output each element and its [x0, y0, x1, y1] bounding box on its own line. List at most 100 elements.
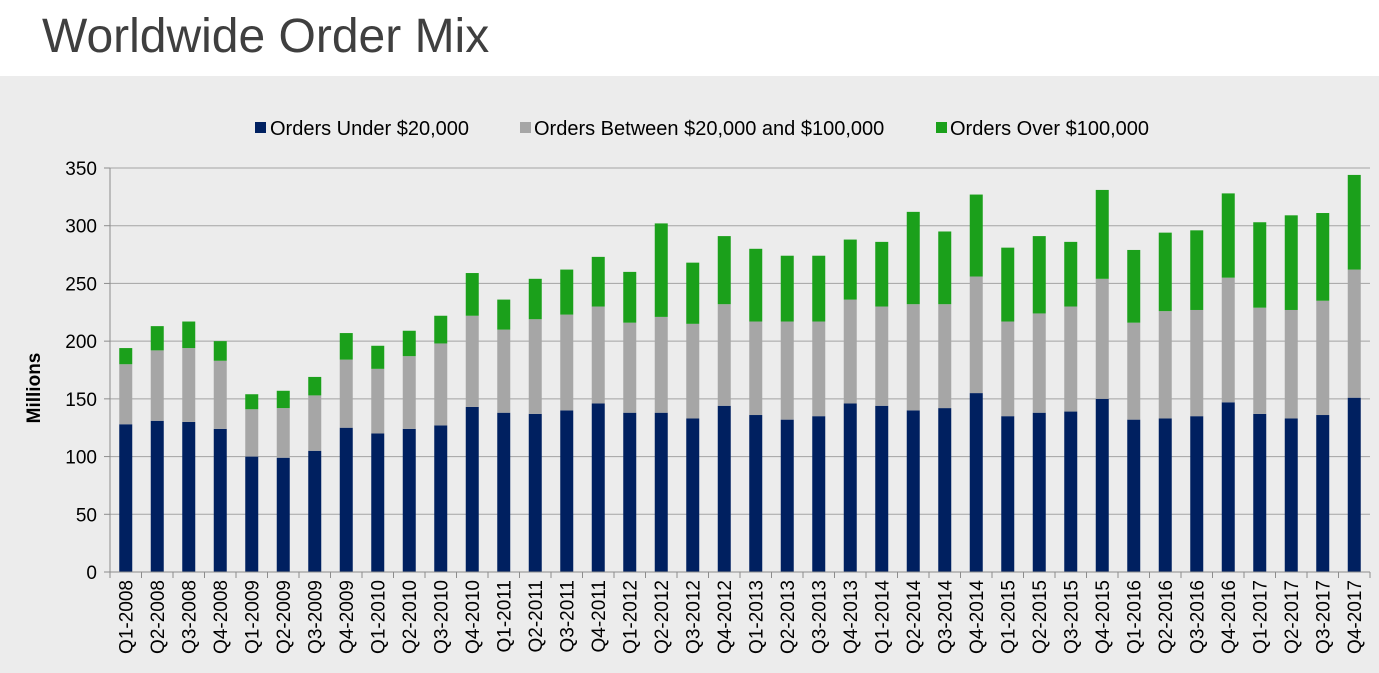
bar-stack-q2-2012: [654, 223, 668, 572]
bar-orders-under-20-000-q4-2013: [843, 403, 857, 572]
y-tick-label-350: 350: [65, 159, 97, 180]
bar-stack-q4-2012: [717, 236, 731, 572]
bar-orders-over-100-000-q4-2014: [969, 194, 983, 277]
bar-orders-under-20-000-q3-2016: [1190, 416, 1204, 572]
bar-orders-under-20-000-q4-2009: [339, 427, 353, 572]
bar-stack-q2-2009: [276, 390, 290, 572]
x-tick-label-q1-2015: Q1-2015: [998, 580, 1019, 654]
y-tick-label-0: 0: [86, 563, 97, 584]
bar-orders-between-20-000-and-100-000-q2-2011: [528, 319, 542, 414]
x-tick-label-q1-2008: Q1-2008: [116, 580, 137, 654]
x-tick-label-q3-2016: Q3-2016: [1187, 580, 1208, 654]
bar-orders-over-100-000-q3-2013: [812, 255, 826, 322]
legend-label-orders-under-20000: Orders Under $20,000: [270, 118, 469, 140]
bar-orders-over-100-000-q2-2012: [654, 223, 668, 317]
bars: [119, 174, 1361, 572]
bar-orders-over-100-000-q1-2013: [749, 248, 763, 322]
x-tick-label-q4-2008: Q4-2008: [211, 580, 232, 654]
bar-stack-q3-2015: [1064, 241, 1078, 572]
y-tick-label-150: 150: [65, 390, 97, 411]
bar-orders-over-100-000-q4-2016: [1221, 193, 1235, 278]
bar-orders-between-20-000-and-100-000-q2-2017: [1284, 309, 1298, 419]
bar-orders-between-20-000-and-100-000-q3-2014: [938, 304, 952, 409]
bar-orders-under-20-000-q1-2017: [1253, 413, 1267, 572]
x-tick-label-q4-2012: Q4-2012: [715, 580, 736, 654]
legend-swatch-orders-under-20000: [255, 122, 266, 133]
bar-orders-under-20-000-q2-2013: [780, 419, 794, 572]
legend-swatch-orders-over-100000: [936, 122, 947, 133]
bar-orders-between-20-000-and-100-000-q2-2009: [276, 408, 290, 458]
x-tick-label-q2-2013: Q2-2013: [778, 580, 799, 654]
x-tick-label-q3-2010: Q3-2010: [431, 580, 452, 654]
bar-orders-between-20-000-and-100-000-q4-2009: [339, 359, 353, 428]
bar-orders-between-20-000-and-100-000-q3-2012: [686, 323, 700, 419]
bar-stack-q1-2016: [1127, 249, 1141, 572]
bar-orders-between-20-000-and-100-000-q4-2010: [465, 315, 479, 407]
x-tick-label-q4-2009: Q4-2009: [337, 580, 358, 654]
bar-stack-q3-2008: [182, 321, 196, 572]
x-tick-label-q1-2011: Q1-2011: [494, 580, 515, 653]
x-axis-ticks: Q1-2008 Q2-2008 Q3-2008 Q4-2008 Q1-2009 Q2-20…: [109, 572, 1371, 654]
bar-orders-between-20-000-and-100-000-q2-2015: [1032, 313, 1046, 413]
legend-item-orders-under-20000: Orders Under $20,000: [255, 118, 469, 140]
bar-stack-q4-2014: [969, 194, 983, 572]
bar-orders-over-100-000-q1-2010: [371, 345, 385, 369]
bar-orders-under-20-000-q1-2016: [1127, 419, 1141, 572]
bar-stack-q3-2009: [308, 376, 322, 572]
bar-stack-q2-2014: [906, 211, 920, 572]
bar-stack-q3-2017: [1316, 213, 1330, 572]
bar-orders-between-20-000-and-100-000-q4-2013: [843, 299, 857, 404]
x-tick-label-q2-2015: Q2-2015: [1030, 580, 1051, 654]
bar-orders-over-100-000-q2-2008: [150, 326, 164, 351]
bar-orders-under-20-000-q2-2015: [1032, 412, 1046, 572]
bar-orders-between-20-000-and-100-000-q4-2011: [591, 306, 605, 404]
x-tick-label-q3-2017: Q3-2017: [1313, 580, 1334, 654]
x-tick-label-q4-2013: Q4-2013: [841, 580, 862, 654]
bar-orders-under-20-000-q3-2009: [308, 450, 322, 572]
bar-orders-under-20-000-q2-2009: [276, 457, 290, 572]
bar-orders-over-100-000-q4-2009: [339, 333, 353, 360]
bar-orders-over-100-000-q1-2009: [245, 394, 259, 410]
bar-stack-q4-2015: [1095, 189, 1109, 572]
bar-stack-q3-2014: [938, 231, 952, 572]
bar-orders-between-20-000-and-100-000-q1-2015: [1001, 321, 1015, 417]
bar-orders-under-20-000-q1-2011: [497, 412, 511, 572]
bar-stack-q1-2011: [497, 299, 511, 572]
bar-orders-between-20-000-and-100-000-q1-2016: [1127, 322, 1141, 420]
bar-orders-over-100-000-q1-2017: [1253, 222, 1267, 308]
bar-stack-q2-2008: [150, 326, 164, 572]
bar-orders-under-20-000-q2-2010: [402, 428, 416, 572]
bar-stack-q2-2010: [402, 330, 416, 572]
x-tick-label-q4-2014: Q4-2014: [967, 580, 988, 654]
bar-orders-over-100-000-q2-2017: [1284, 215, 1298, 310]
bar-orders-between-20-000-and-100-000-q1-2011: [497, 329, 511, 413]
bar-stack-q4-2017: [1347, 174, 1361, 572]
bar-stack-q2-2017: [1284, 215, 1298, 572]
bar-orders-between-20-000-and-100-000-q2-2012: [654, 316, 668, 413]
x-tick-label-q1-2012: Q1-2012: [620, 580, 641, 654]
legend-item-orders-between: Orders Between $20,000 and $100,000: [520, 118, 884, 140]
bar-orders-under-20-000-q4-2014: [969, 393, 983, 572]
bar-stack-q3-2012: [686, 262, 700, 572]
bar-orders-between-20-000-and-100-000-q2-2010: [402, 356, 416, 429]
x-tick-label-q4-2016: Q4-2016: [1219, 580, 1240, 654]
bar-orders-between-20-000-and-100-000-q4-2016: [1221, 277, 1235, 403]
bar-orders-over-100-000-q3-2010: [434, 315, 448, 344]
bar-orders-between-20-000-and-100-000-q2-2008: [150, 350, 164, 421]
bar-stack-q2-2016: [1158, 232, 1172, 572]
x-tick-label-q2-2016: Q2-2016: [1156, 580, 1177, 654]
bar-orders-between-20-000-and-100-000-q1-2012: [623, 322, 637, 413]
x-tick-label-q1-2014: Q1-2014: [872, 580, 893, 654]
bar-stack-q1-2013: [749, 248, 763, 572]
x-tick-label-q2-2010: Q2-2010: [400, 580, 421, 654]
bar-orders-over-100-000-q3-2012: [686, 262, 700, 324]
bar-orders-over-100-000-q1-2008: [119, 348, 133, 365]
x-tick-label-q3-2008: Q3-2008: [179, 580, 200, 654]
bar-orders-under-20-000-q2-2016: [1158, 418, 1172, 572]
x-tick-label-q3-2009: Q3-2009: [305, 580, 326, 654]
bar-orders-over-100-000-q4-2015: [1095, 189, 1109, 279]
bar-orders-over-100-000-q2-2011: [528, 278, 542, 320]
y-tick-label-250: 250: [65, 274, 97, 295]
bar-orders-over-100-000-q3-2009: [308, 376, 322, 396]
